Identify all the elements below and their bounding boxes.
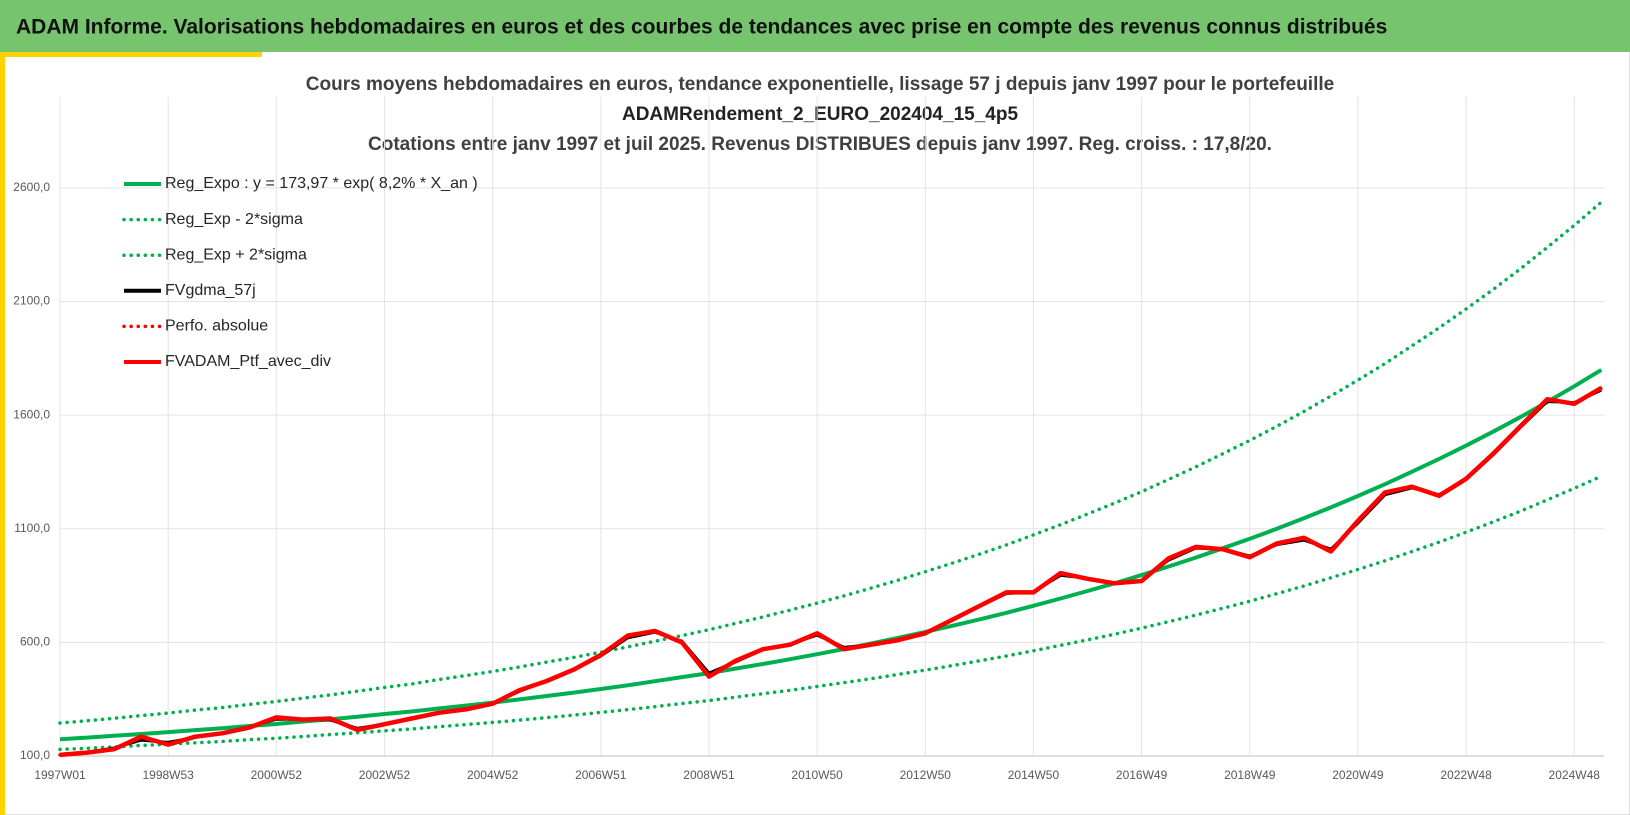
x-tick-label: 2000W52 — [251, 768, 303, 782]
y-tick-label: 1600,0 — [13, 407, 50, 421]
chart-title: ADAMRendement_2_EURO_202404_15_4p5 — [622, 104, 1018, 125]
y-tick-label: 600,0 — [20, 635, 50, 649]
legend-label: FVgdma_57j — [165, 282, 256, 299]
chart-title: Cours moyens hebdomadaires en euros, ten… — [306, 74, 1334, 95]
x-tick-label: 2004W52 — [467, 768, 519, 782]
x-tick-label: 1997W01 — [34, 768, 86, 782]
legend-label: Reg_Expo : y = 173,97 * exp( 8,2% * X_an… — [165, 175, 478, 192]
x-tick-label: 2018W49 — [1224, 768, 1276, 782]
y-tick-label: 2600,0 — [13, 180, 50, 194]
series-line — [59, 385, 1603, 758]
chart-title: Cotations entre janv 1997 et juil 2025. … — [368, 134, 1272, 155]
x-tick-label: 1998W53 — [142, 768, 194, 782]
x-tick-label: 2012W50 — [900, 768, 952, 782]
legend-label: Reg_Exp - 2*sigma — [165, 211, 303, 228]
x-tick-label: 2016W49 — [1116, 768, 1168, 782]
x-tick-label: 2020W49 — [1332, 768, 1384, 782]
x-tick-label: 2014W50 — [1008, 768, 1060, 782]
y-tick-label: 100,0 — [20, 748, 50, 762]
y-tick-label: 1100,0 — [14, 521, 50, 535]
x-tick-label: 2008W51 — [683, 768, 735, 782]
x-tick-label: 2002W52 — [359, 768, 411, 782]
header-title: ADAM Informe. Valorisations hebdomadaire… — [16, 16, 1387, 39]
x-tick-label: 2010W50 — [791, 768, 843, 782]
accent — [0, 52, 262, 57]
x-tick-label: 2006W51 — [575, 768, 627, 782]
y-tick-label: 2100,0 — [13, 294, 50, 308]
accent — [0, 52, 5, 815]
legend-label: FVADAM_Ptf_avec_div — [165, 353, 331, 370]
series-line — [58, 474, 1604, 752]
x-tick-label: 2024W48 — [1549, 768, 1601, 782]
legend-label: Perfo. absolue — [165, 318, 268, 335]
legend-label: Reg_Exp + 2*sigma — [165, 246, 307, 263]
series-line — [58, 200, 1604, 725]
header-bar — [0, 0, 1630, 52]
x-tick-label: 2022W48 — [1440, 768, 1492, 782]
